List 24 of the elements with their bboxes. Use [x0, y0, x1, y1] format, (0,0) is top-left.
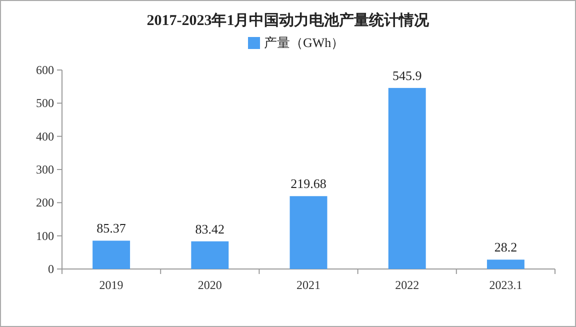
x-tick-label: 2023.1	[489, 278, 522, 292]
bar	[290, 196, 328, 269]
bar	[191, 241, 229, 269]
x-tick-label: 2021	[296, 278, 320, 292]
bar	[388, 88, 426, 269]
data-label: 28.2	[494, 240, 518, 255]
y-tick-label: 400	[36, 129, 54, 144]
y-tick-label: 600	[36, 63, 54, 77]
data-label: 545.9	[392, 68, 422, 83]
y-tick-label: 200	[36, 196, 54, 210]
data-label: 85.37	[96, 220, 126, 236]
data-label: 83.42	[195, 221, 225, 236]
legend-label: 产量（GWh）	[264, 35, 344, 50]
bar	[486, 260, 524, 269]
chart-title: 2017-2023年1月中国动力电池产量统计情况	[146, 12, 430, 29]
y-tick-label: 0	[48, 262, 54, 276]
bar	[92, 240, 130, 269]
y-tick-label: 500	[36, 96, 54, 110]
y-tick-label: 100	[36, 228, 54, 243]
data-label: 219.68	[290, 176, 326, 192]
x-tick-label: 2019	[99, 278, 124, 292]
y-tick-label: 300	[36, 162, 54, 176]
x-tick-label: 2020	[198, 278, 222, 292]
x-tick-label: 2022	[395, 278, 420, 292]
